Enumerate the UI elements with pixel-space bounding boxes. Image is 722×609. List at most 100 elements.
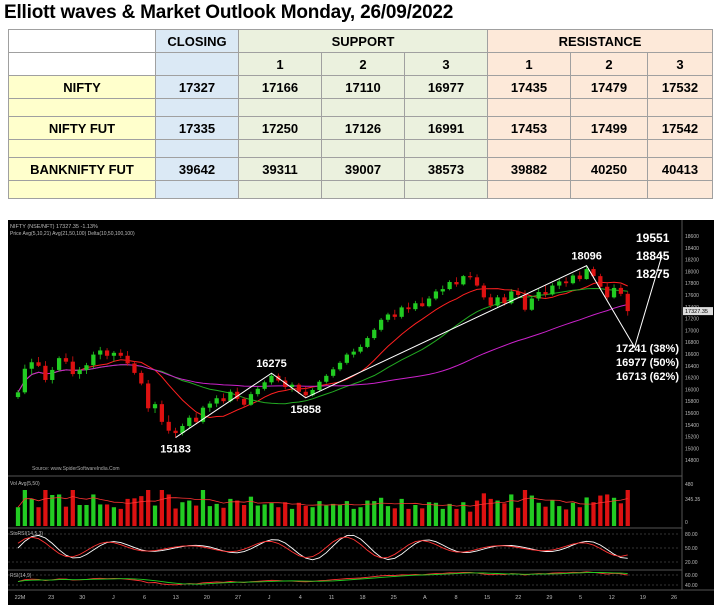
y-tick-label: 16400: [685, 364, 699, 370]
candle-body: [262, 382, 267, 389]
y-tick-label: 17600: [685, 293, 699, 299]
candle-body: [56, 358, 62, 370]
resistance-value: 17479: [570, 75, 648, 99]
volume-bar: [152, 505, 158, 526]
candle-body: [132, 363, 137, 373]
header-row: CLOSING SUPPORT RESISTANCE: [8, 29, 713, 53]
chart-svg: NIFTY (NSE/NFT) 17327.35 -1.13%Price Avg…: [8, 220, 714, 605]
volume-bar: [324, 505, 329, 526]
level-number-row: 1 2 3 1 2 3: [8, 52, 713, 76]
separator-cell: [570, 98, 648, 117]
y-tick-label: 15000: [685, 446, 699, 452]
resistance-level-3: 3: [647, 52, 713, 76]
candle-body: [296, 384, 302, 392]
target-down-label: 16977 (50%): [616, 357, 679, 369]
volume-bar: [358, 507, 363, 526]
candle-body: [317, 381, 322, 390]
oscillator-1-axis-label: 20.00: [685, 560, 698, 566]
volume-bar: [214, 503, 219, 526]
candle-body: [413, 303, 418, 310]
candle-body: [194, 417, 199, 422]
candle-body: [104, 350, 110, 356]
volume-label: Vol Avg(5,50): [10, 481, 40, 487]
candle-body: [125, 355, 130, 364]
volume-bar: [159, 490, 164, 526]
volume-avg-line: [17, 496, 628, 508]
oscillator-2-signal-line: [17, 572, 628, 585]
closing-value: 17327: [155, 75, 239, 99]
candle-body: [180, 425, 185, 434]
separator-cell: [487, 180, 571, 199]
volume-bar: [173, 508, 178, 526]
candle-body: [468, 276, 473, 278]
volume-bar: [276, 507, 281, 526]
volume-axis-label: 0: [685, 520, 688, 526]
x-tick-label: 22: [515, 595, 521, 601]
volume-bar: [399, 498, 404, 526]
candle-body: [283, 380, 288, 388]
resistance-level-1: 1: [487, 52, 571, 76]
y-tick-label: 17800: [685, 281, 699, 287]
separator-row: [8, 180, 713, 199]
candle-body: [509, 291, 514, 304]
x-tick-label: 22M: [15, 595, 26, 601]
volume-bar: [132, 498, 137, 526]
support-value: 17110: [321, 75, 405, 99]
source-label: Source: www.SpiderSoftwareIndia.Com: [32, 466, 120, 472]
target-up-label: 18845: [636, 249, 670, 263]
oscillator-1-k-line: [17, 534, 628, 561]
volume-bar: [509, 494, 514, 526]
support-value: 17250: [238, 116, 322, 140]
support-value: 39007: [321, 157, 405, 181]
panel-subheader: Price Avg(5,10,21) Avg(21,50,100) Delta(…: [10, 231, 135, 237]
volume-bar: [420, 508, 425, 526]
x-tick-label: 8: [454, 595, 457, 601]
volume-bar: [125, 498, 130, 526]
volume-bar: [625, 490, 630, 526]
y-tick-label: 16200: [685, 376, 699, 382]
candle-body: [392, 314, 397, 317]
support-level-1: 1: [238, 52, 322, 76]
volume-bar: [433, 502, 439, 526]
candle-body: [331, 369, 336, 376]
candle-body: [474, 277, 480, 286]
header-empty-cell: [8, 29, 156, 53]
target-down-label: 16713 (62%): [616, 371, 679, 383]
panel-header: NIFTY (NSE/NFT) 17327.35 -1.13%: [10, 224, 98, 230]
oscillator-1-axis-label: 80.00: [685, 532, 698, 538]
volume-bar: [98, 504, 103, 526]
candle-body: [426, 298, 432, 307]
volume-bar: [207, 506, 212, 526]
volume-bar: [29, 498, 34, 526]
volume-bar: [255, 505, 260, 526]
candle-body: [173, 430, 178, 434]
candle-body: [522, 295, 528, 310]
closing-value: 17335: [155, 116, 239, 140]
candle-body: [36, 362, 41, 366]
y-tick-label: 15600: [685, 411, 699, 417]
candle-body: [625, 293, 630, 312]
y-tick-label: 15400: [685, 423, 699, 429]
table-row: NIFTY FUT 17335 17250 17126 16991 17453 …: [8, 116, 713, 140]
candle-body: [152, 404, 158, 409]
volume-bar: [262, 504, 267, 526]
volume-bar: [303, 506, 308, 526]
volume-bar: [495, 500, 500, 526]
resistance-value: 17499: [570, 116, 648, 140]
candle-body: [146, 383, 151, 409]
x-tick-label: 15: [484, 595, 490, 601]
oscillator-2-axis-label: 40.00: [685, 583, 698, 589]
separator-cell: [647, 180, 713, 199]
candle-body: [502, 297, 507, 304]
candle-body: [488, 297, 493, 306]
candle-body: [344, 354, 349, 363]
separator-cell: [321, 98, 405, 117]
x-tick-label: 12: [609, 595, 615, 601]
x-tick-label: 20: [204, 595, 210, 601]
volume-bar: [269, 503, 274, 526]
separator-cell: [404, 98, 488, 117]
y-tick-label: 17000: [685, 328, 699, 334]
wave-label: 15183: [160, 444, 191, 456]
candle-body: [269, 375, 274, 383]
volume-bar: [605, 494, 610, 526]
